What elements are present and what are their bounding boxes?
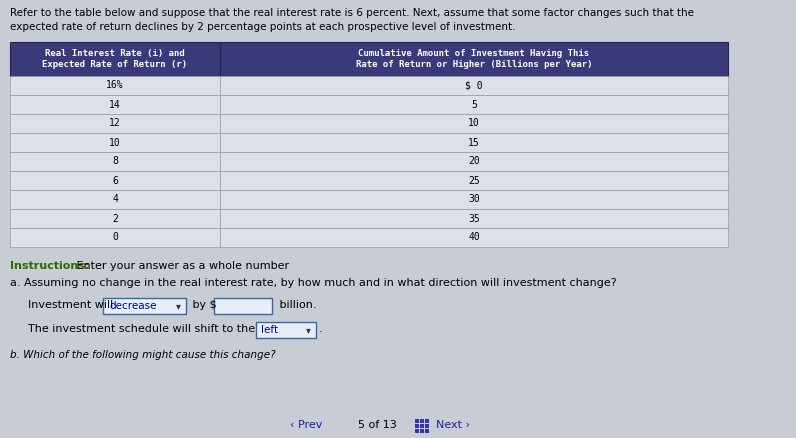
Text: Cumulative Amount of Investment Having This
Rate of Return or Higher (Billions p: Cumulative Amount of Investment Having T… bbox=[356, 49, 592, 69]
Text: 30: 30 bbox=[468, 194, 480, 205]
Bar bbox=[220, 114, 728, 133]
Text: 20: 20 bbox=[468, 156, 480, 166]
Text: expected rate of return declines by 2 percentage points at each prospective leve: expected rate of return declines by 2 pe… bbox=[10, 22, 516, 32]
Text: b. Which of the following might cause this change?: b. Which of the following might cause th… bbox=[10, 350, 275, 360]
Bar bbox=[425, 429, 428, 432]
Text: 10: 10 bbox=[109, 138, 121, 148]
Bar bbox=[220, 190, 728, 209]
Text: Instructions:: Instructions: bbox=[10, 261, 89, 271]
Bar bbox=[10, 114, 220, 133]
Bar bbox=[10, 171, 220, 190]
Bar bbox=[220, 152, 728, 171]
Bar bbox=[220, 228, 728, 247]
Text: Enter your answer as a whole number: Enter your answer as a whole number bbox=[73, 261, 289, 271]
Text: 4: 4 bbox=[112, 194, 118, 205]
Text: Next ›: Next › bbox=[436, 420, 470, 430]
Bar bbox=[220, 133, 728, 152]
Bar bbox=[10, 209, 220, 228]
Text: 16%: 16% bbox=[106, 81, 124, 91]
Text: 5 of 13: 5 of 13 bbox=[358, 420, 396, 430]
Bar bbox=[425, 419, 428, 423]
Text: The investment schedule will shift to the: The investment schedule will shift to th… bbox=[28, 324, 259, 334]
Text: 40: 40 bbox=[468, 233, 480, 243]
Bar bbox=[214, 298, 272, 314]
Bar bbox=[415, 429, 419, 432]
Bar bbox=[425, 424, 428, 427]
Text: a. Assuming no change in the real interest rate, by how much and in what directi: a. Assuming no change in the real intere… bbox=[10, 278, 617, 288]
Text: 8: 8 bbox=[112, 156, 118, 166]
Text: 6: 6 bbox=[112, 176, 118, 186]
Bar bbox=[10, 133, 220, 152]
Text: 10: 10 bbox=[468, 119, 480, 128]
Bar bbox=[220, 95, 728, 114]
Text: $ 0: $ 0 bbox=[465, 81, 483, 91]
Text: 35: 35 bbox=[468, 213, 480, 223]
Text: 12: 12 bbox=[109, 119, 121, 128]
Text: 2: 2 bbox=[112, 213, 118, 223]
Text: billion.: billion. bbox=[276, 300, 317, 310]
Text: 5: 5 bbox=[471, 99, 477, 110]
Text: Investment will: Investment will bbox=[28, 300, 117, 310]
Bar bbox=[220, 171, 728, 190]
Bar bbox=[10, 76, 220, 95]
Text: Real Interest Rate (i) and
Expected Rate of Return (r): Real Interest Rate (i) and Expected Rate… bbox=[42, 49, 188, 69]
Bar bbox=[220, 42, 728, 76]
Bar bbox=[256, 322, 316, 338]
Bar bbox=[420, 419, 423, 423]
Text: by $: by $ bbox=[189, 300, 217, 310]
Bar bbox=[10, 228, 220, 247]
Text: 15: 15 bbox=[468, 138, 480, 148]
Text: 25: 25 bbox=[468, 176, 480, 186]
Bar bbox=[220, 209, 728, 228]
Text: .: . bbox=[319, 324, 322, 334]
Text: ▾: ▾ bbox=[176, 301, 181, 311]
Text: decrease: decrease bbox=[109, 301, 157, 311]
Text: ▾: ▾ bbox=[306, 325, 311, 335]
Text: left: left bbox=[261, 325, 278, 335]
Text: ‹ Prev: ‹ Prev bbox=[290, 420, 322, 430]
Text: Refer to the table below and suppose that the real interest rate is 6 percent. N: Refer to the table below and suppose tha… bbox=[10, 8, 694, 18]
Bar bbox=[220, 76, 728, 95]
Bar bbox=[10, 95, 220, 114]
Bar bbox=[10, 42, 220, 76]
Text: 0: 0 bbox=[112, 233, 118, 243]
Bar bbox=[10, 152, 220, 171]
Bar bbox=[415, 424, 419, 427]
Bar bbox=[10, 190, 220, 209]
Bar bbox=[420, 424, 423, 427]
Text: 14: 14 bbox=[109, 99, 121, 110]
Bar bbox=[415, 419, 419, 423]
Bar bbox=[103, 298, 186, 314]
Bar bbox=[420, 429, 423, 432]
